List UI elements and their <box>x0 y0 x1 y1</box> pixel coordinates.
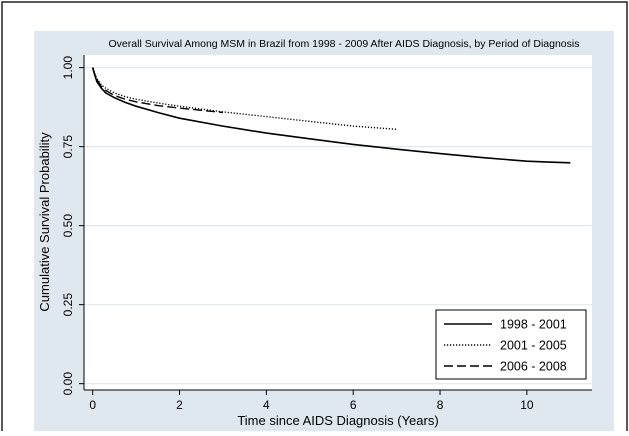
x-tick-label: 2 <box>176 398 183 412</box>
series-line-solid <box>91 67 571 164</box>
x-tick-label: 4 <box>263 398 270 412</box>
series-line-dotted <box>92 67 397 130</box>
x-axis: 0 2 4 6 8 10 <box>84 389 592 412</box>
x-tick-label: 8 <box>437 398 444 412</box>
y-tick-label: 0.50 <box>61 214 75 238</box>
legend-label: 2001 - 2005 <box>500 339 567 353</box>
legend-box <box>435 309 587 380</box>
x-tick-label: 0 <box>89 398 96 412</box>
series-line-dashed <box>92 67 223 114</box>
chart-title: Overall Survival Among MSM in Brazil fro… <box>109 38 580 50</box>
x-tick-label: 10 <box>520 398 534 412</box>
legend-label: 1998 - 2001 <box>500 318 567 332</box>
y-tick-label: 1.00 <box>61 56 75 80</box>
legend: 1998 - 2001 2001 - 2005 2006 - 2008 <box>435 309 587 380</box>
y-axis: 0.00 0.25 0.50 0.75 1.00 <box>61 55 85 396</box>
x-axis-label: Time since AIDS Diagnosis (Years) <box>237 413 438 428</box>
series-lines <box>91 67 571 164</box>
y-tick-label: 0.75 <box>61 135 75 159</box>
legend-label: 2006 - 2008 <box>500 360 567 374</box>
y-axis-label: Cumulative Survival Probability <box>37 132 52 312</box>
x-tick-label: 6 <box>350 398 357 412</box>
y-tick-label: 0.00 <box>61 372 75 396</box>
gridlines <box>84 67 592 385</box>
y-tick-label: 0.25 <box>61 293 75 317</box>
